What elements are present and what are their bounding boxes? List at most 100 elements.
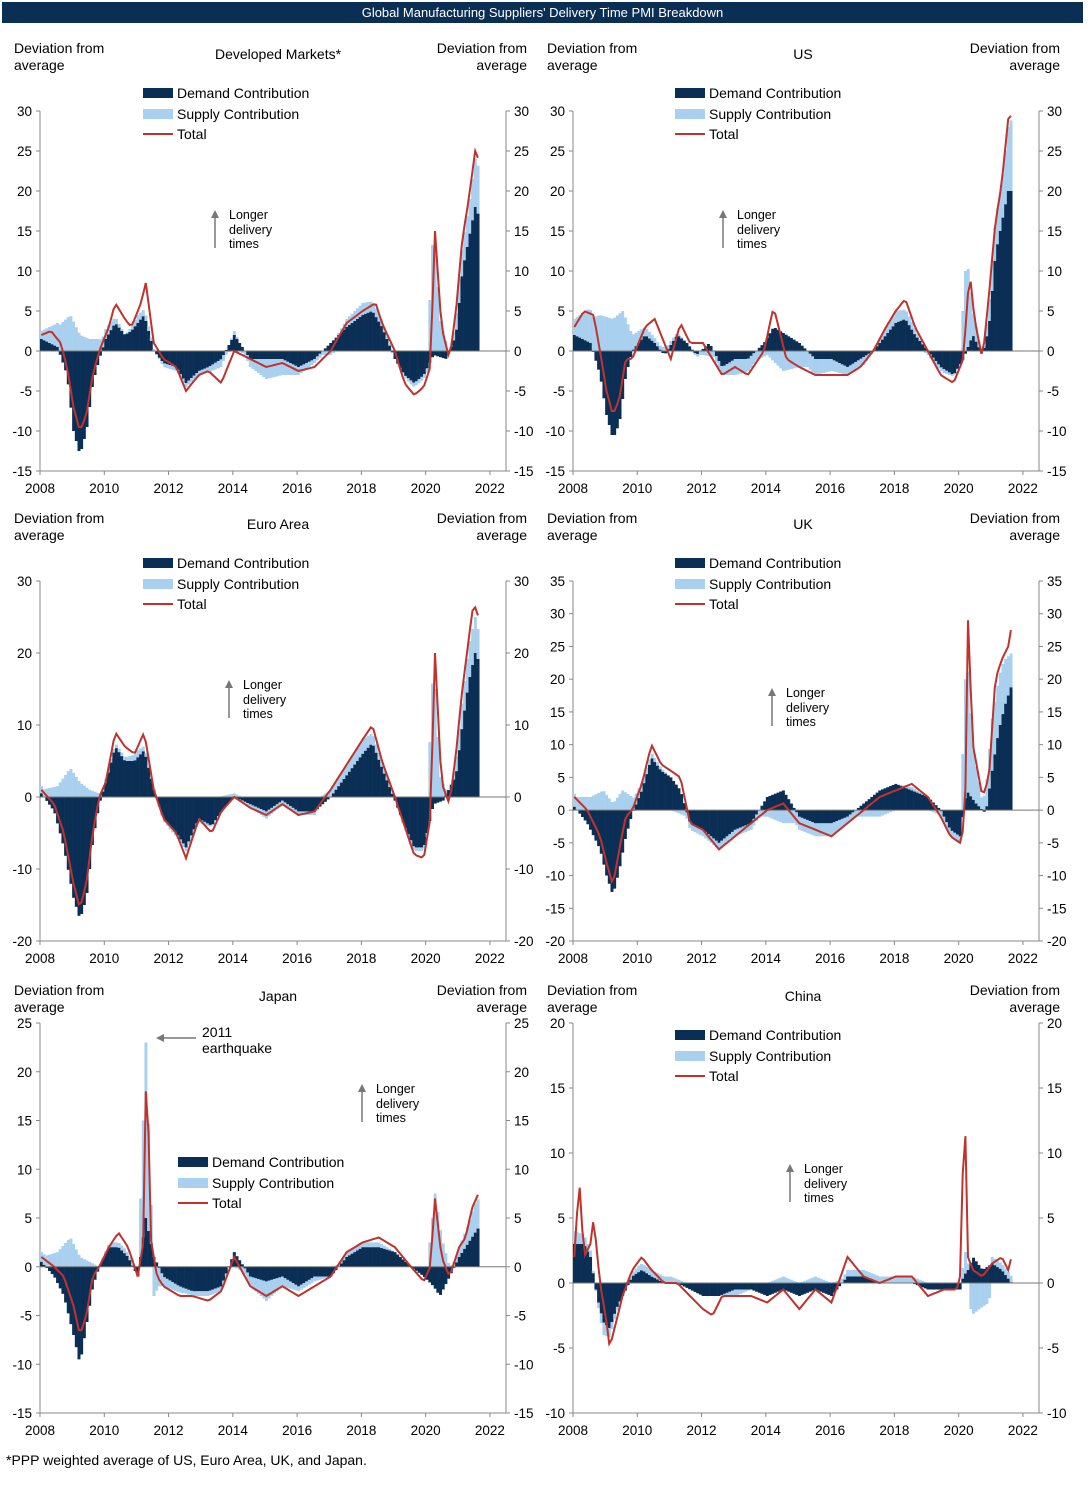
demand-bar [61, 797, 65, 844]
demand-bar [369, 744, 373, 797]
supply-bar [465, 1226, 469, 1245]
demand-bar [366, 1247, 370, 1267]
demand-bar [471, 220, 475, 351]
demand-bar [618, 1283, 622, 1302]
demand-bar [157, 1266, 161, 1268]
supply-bar [77, 781, 81, 797]
demand-bar [811, 1283, 815, 1291]
supply-bar [591, 317, 595, 351]
supply-bar [152, 349, 156, 351]
demand-bar [106, 334, 110, 351]
legend-item-total: Total [178, 1193, 344, 1214]
y-tick-label: 30 [550, 104, 565, 119]
chart-panel-euro-area: -20 -20 -10 -10 0 0 10 10 20 20 30 30 2008 2010 2012 20… [0, 500, 535, 970]
demand-bar [444, 351, 448, 359]
supply-bar [771, 1280, 775, 1283]
legend-label-demand: Demand Contribution [709, 85, 842, 101]
supply-bar [275, 1278, 279, 1292]
supply-bar [969, 1283, 973, 1309]
supply-bar [605, 317, 609, 351]
demand-bar [101, 791, 105, 797]
supply-bar [589, 797, 593, 811]
supply-bar [117, 748, 121, 753]
supply-bar [669, 1276, 673, 1283]
supply-bar [797, 351, 801, 367]
demand-bar [720, 1283, 724, 1295]
supply-bar [599, 1313, 603, 1324]
supply-bar [964, 1251, 967, 1274]
x-tick-label: 2022 [475, 1423, 505, 1438]
supply-bar [465, 216, 469, 247]
legend: Demand Contribution Supply Contribution To… [143, 83, 309, 145]
demand-bar [851, 810, 855, 813]
demand-bar [993, 754, 997, 811]
demand-bar [669, 777, 673, 811]
supply-bar [816, 1277, 820, 1283]
demand-bar [326, 797, 330, 800]
supply-bar [369, 1242, 373, 1248]
demand-bar [811, 810, 815, 823]
supply-bar [88, 339, 92, 351]
supply-bar [803, 1280, 807, 1283]
supply-bar [414, 381, 418, 386]
supply-bar [273, 359, 276, 377]
demand-bar [755, 810, 759, 815]
demand-bar [240, 1264, 244, 1267]
supply-bar [61, 778, 65, 797]
demand-bar [859, 351, 863, 359]
demand-bar [642, 336, 646, 351]
supply-bar [208, 366, 212, 372]
demand-bar [171, 1266, 175, 1283]
demand-bar [157, 797, 161, 806]
supply-bar [631, 797, 635, 811]
demand-bar [289, 351, 293, 363]
supply-bar [602, 316, 606, 351]
supply-bar [811, 1277, 815, 1283]
x-tick-label: 2016 [282, 951, 312, 966]
demand-bar [356, 1250, 360, 1267]
demand-bar [302, 1266, 306, 1283]
supply-bar [771, 351, 775, 361]
supply-bar [889, 320, 893, 330]
supply-bar [982, 346, 986, 348]
supply-bar [626, 324, 630, 351]
demand-bar [406, 351, 410, 379]
supply-bar [889, 1276, 893, 1283]
demand-bar [709, 1283, 713, 1296]
supply-bar [468, 1219, 472, 1241]
supply-bar [851, 1270, 855, 1277]
supply-bar [187, 1289, 191, 1295]
supply-bar [48, 788, 52, 797]
supply-bar [880, 334, 884, 340]
demand-bar [208, 797, 212, 825]
demand-bar [586, 341, 590, 351]
up-arrow-icon [768, 688, 776, 726]
supply-bar [835, 1280, 839, 1283]
demand-bar [685, 343, 689, 351]
demand-bar [390, 1251, 394, 1267]
demand-bar [575, 1244, 579, 1283]
supply-bar [661, 1275, 665, 1283]
left-axis-label: Deviation from average [547, 982, 638, 1015]
up-arrow-icon [786, 1164, 794, 1202]
supply-bar [457, 279, 461, 303]
demand-bar [795, 810, 799, 813]
demand-bar [222, 797, 226, 809]
y-tick-label: 10 [17, 718, 32, 733]
demand-bar [645, 774, 649, 811]
x-tick-label: 2022 [475, 951, 505, 966]
demand-bar [974, 341, 978, 351]
demand-bar [42, 1264, 46, 1267]
demand-bar [372, 745, 376, 797]
demand-bar [417, 797, 421, 848]
demand-bar [361, 753, 365, 797]
supply-bar [123, 1248, 127, 1254]
demand-bar [53, 345, 57, 351]
demand-bar [203, 797, 207, 822]
demand-bar [947, 1283, 951, 1290]
y-tick-label: 20 [550, 184, 565, 199]
x-tick-label: 2016 [282, 1423, 312, 1438]
demand-bar [816, 1283, 820, 1291]
y-tick-label: -20 [1047, 934, 1067, 949]
demand-bar [1006, 1278, 1010, 1283]
